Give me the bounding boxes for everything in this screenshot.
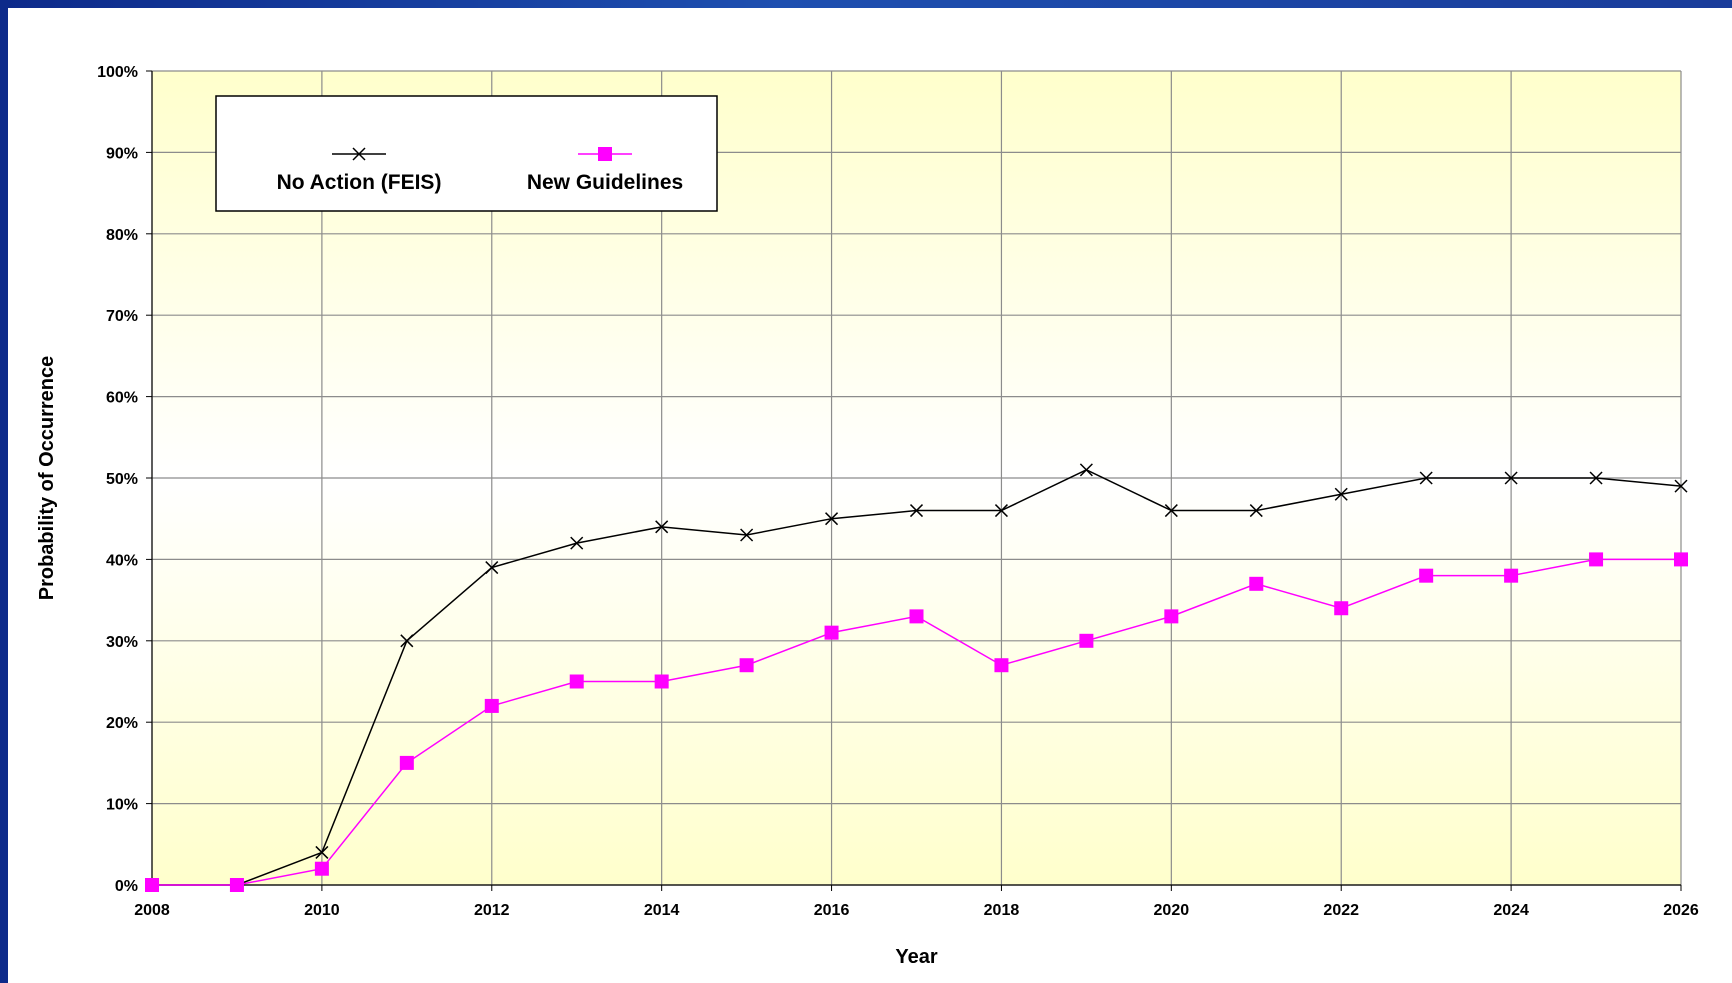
x-axis-title: Year bbox=[895, 946, 937, 968]
series-new-guidelines bbox=[145, 552, 1688, 892]
x-tick-label: 2018 bbox=[984, 902, 1020, 919]
legend-swatch-marker bbox=[352, 147, 366, 161]
data-point bbox=[569, 674, 584, 689]
series-group bbox=[145, 463, 1688, 892]
x-tick-label: 2020 bbox=[1154, 902, 1190, 919]
y-tick-label: 80% bbox=[106, 227, 138, 244]
data-point bbox=[739, 658, 754, 673]
data-point bbox=[570, 536, 584, 550]
data-point bbox=[994, 658, 1009, 673]
legend: No Action (FEIS) New Guidelines bbox=[215, 95, 718, 212]
x-tick-label: 2026 bbox=[1663, 902, 1699, 919]
y-tick-label: 10% bbox=[106, 797, 138, 814]
y-tick-label: 30% bbox=[106, 634, 138, 651]
data-point bbox=[1164, 609, 1179, 624]
y-axis-title: Probability of Occurrence bbox=[36, 356, 58, 601]
data-point bbox=[824, 625, 839, 640]
x-tick-label: 2014 bbox=[644, 902, 680, 919]
data-point bbox=[1504, 471, 1518, 485]
data-point bbox=[1504, 568, 1519, 583]
x-tick-label: 2022 bbox=[1323, 902, 1359, 919]
y-tick-label: 20% bbox=[106, 715, 138, 732]
data-point bbox=[655, 520, 669, 534]
legend-label: New Guidelines bbox=[527, 171, 683, 194]
data-point bbox=[1164, 504, 1178, 518]
data-point bbox=[484, 698, 499, 713]
x-tick-label: 2008 bbox=[134, 902, 170, 919]
data-point bbox=[229, 878, 244, 892]
data-point bbox=[1674, 479, 1688, 493]
data-point bbox=[740, 528, 754, 542]
data-point bbox=[1249, 576, 1264, 591]
y-tick-label: 70% bbox=[106, 308, 138, 325]
data-point bbox=[314, 861, 329, 876]
data-point bbox=[825, 512, 839, 526]
data-point bbox=[1419, 471, 1433, 485]
data-point bbox=[1674, 552, 1688, 567]
data-point bbox=[1079, 633, 1094, 648]
y-tick-label: 60% bbox=[106, 390, 138, 407]
chart-panel: 0% 10% 20% 30% 40% 50% 60% 70% 80% 90% 100% 2008 20… bbox=[8, 8, 1732, 983]
data-point bbox=[1249, 504, 1263, 518]
data-point bbox=[1334, 487, 1348, 501]
legend-entry: New Guidelines bbox=[527, 147, 683, 194]
y-tick-label: 90% bbox=[106, 145, 138, 162]
x-tick-label: 2016 bbox=[814, 902, 850, 919]
line-chart: 0%10%20%30%40%50%60%70%80%90%100% 2008 20… bbox=[36, 64, 1699, 968]
data-point bbox=[485, 561, 499, 575]
y-tick-label: 50% bbox=[106, 471, 138, 488]
data-point bbox=[1079, 463, 1093, 477]
data-point bbox=[1589, 552, 1604, 567]
data-point bbox=[1334, 601, 1349, 616]
data-point bbox=[1589, 471, 1603, 485]
legend-swatch-marker bbox=[598, 147, 612, 161]
data-point bbox=[145, 878, 159, 892]
x-tick-label: 2024 bbox=[1493, 902, 1529, 919]
y-tick-label: 40% bbox=[106, 552, 138, 569]
data-point bbox=[994, 504, 1008, 518]
data-point bbox=[654, 674, 669, 689]
data-point bbox=[909, 504, 924, 518]
y-tick-label: 100% bbox=[97, 64, 138, 81]
y-tick-label: 0% bbox=[115, 878, 138, 895]
data-point bbox=[1419, 568, 1434, 583]
legend-entry: No Action (FEIS) bbox=[277, 147, 442, 194]
data-point bbox=[909, 609, 924, 624]
data-point bbox=[400, 634, 414, 648]
x-tick-label: 2010 bbox=[304, 902, 340, 919]
legend-label: No Action (FEIS) bbox=[277, 171, 442, 194]
legend-box bbox=[215, 95, 718, 212]
data-point bbox=[315, 845, 329, 859]
x-axis-ticks: 2008 2010 2012 2014 2016 2018 2020 2022 2024 2026 bbox=[134, 885, 1699, 919]
x-tick-label: 2012 bbox=[474, 902, 510, 919]
y-axis-ticks: 0% 10% 20% 30% 40% 50% 60% 70% 80% 90% 100% bbox=[97, 64, 152, 895]
data-point bbox=[399, 755, 414, 770]
